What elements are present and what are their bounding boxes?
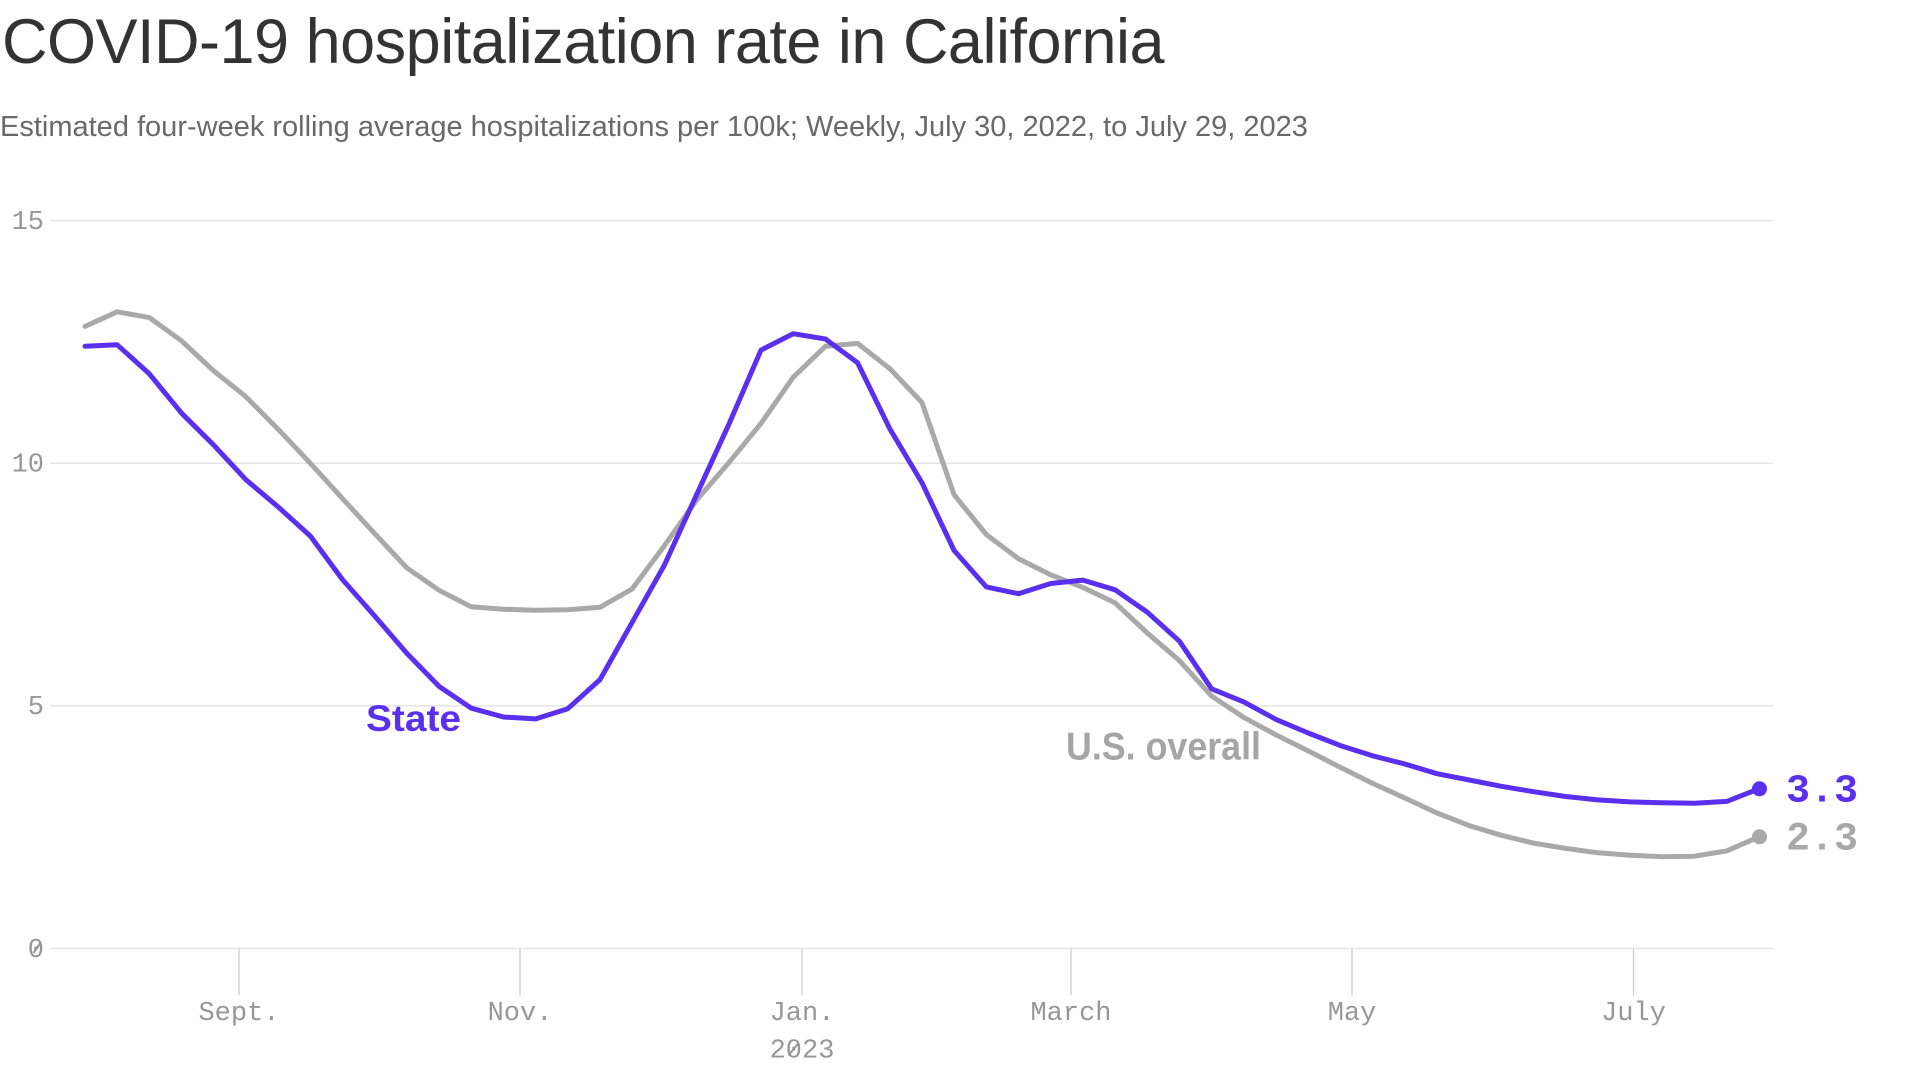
svg-text:15: 15 [12,208,44,238]
svg-text:5: 5 [28,693,44,723]
svg-text:3.3: 3.3 [1786,769,1858,814]
svg-text:U.S. overall: U.S. overall [1066,726,1261,769]
svg-text:10: 10 [12,451,44,481]
svg-text:2023: 2023 [770,1037,835,1067]
svg-text:May: May [1328,999,1377,1029]
svg-text:2.3: 2.3 [1786,817,1858,862]
svg-text:July: July [1601,999,1666,1029]
svg-text:State: State [366,698,461,739]
svg-text:Jan.: Jan. [770,999,835,1029]
svg-text:Sept.: Sept. [198,999,279,1029]
svg-text:Nov.: Nov. [488,999,553,1029]
svg-text:March: March [1030,999,1111,1029]
